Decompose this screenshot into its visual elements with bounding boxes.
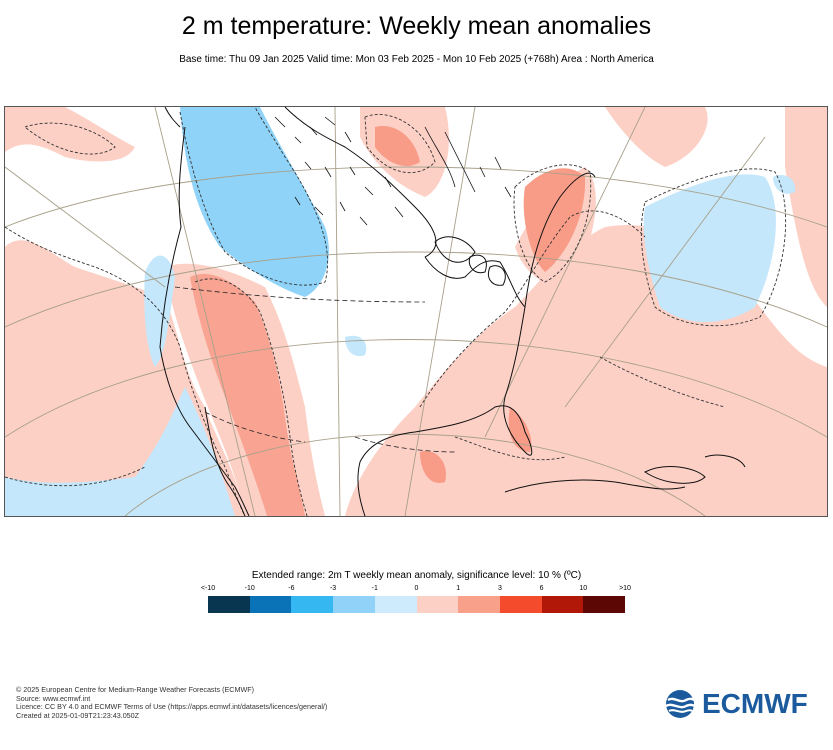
licence-text: Licence: CC BY 4.0 and ECMWF Terms of Us… — [16, 702, 328, 712]
legend-tick: -3 — [329, 585, 337, 592]
legend-tick: <-10 — [200, 585, 216, 592]
legend-tick: -10 — [244, 585, 255, 592]
legend-swatch — [374, 596, 417, 613]
legend-swatch — [333, 596, 375, 613]
graticule — [5, 107, 827, 516]
legend-colorbar — [208, 596, 626, 613]
ecmwf-wordmark: ECMWF — [702, 688, 808, 719]
legend-ticks: <-10 -10 -6 -3 -1 0 1 3 6 10 >10 — [201, 585, 631, 595]
anomaly-map — [4, 106, 828, 517]
legend-tick: -6 — [288, 585, 295, 592]
map-title: 2 m temperature: Weekly mean anomalies — [181, 12, 652, 40]
warm-anomaly-mid — [190, 126, 586, 516]
legend-swatch — [541, 596, 584, 613]
coastlines — [159, 107, 746, 516]
source-text: Source: www.ecmwf.int — [16, 693, 91, 703]
legend-tick: >10 — [619, 585, 631, 592]
map-canvas — [5, 107, 827, 516]
legend-swatch — [458, 596, 500, 613]
ecmwf-logo: ECMWF — [662, 688, 822, 720]
ecmwf-logo-icon — [665, 690, 696, 718]
created-text: Created at 2025-01-09T21:23:43.050Z — [16, 710, 140, 720]
interior-borders — [174, 286, 456, 453]
map-subtitle: Base time: Thu 09 Jan 2025 Valid time: M… — [179, 54, 654, 65]
cold-anomaly-shading — [5, 107, 796, 516]
legend-tick: 0 — [414, 585, 419, 592]
legend-tick: -1 — [371, 585, 378, 592]
legend-title: Extended range: 2m T weekly mean anomaly… — [251, 570, 582, 581]
legend-swatch — [583, 596, 626, 613]
arctic-islands — [274, 116, 512, 226]
legend-swatch — [416, 596, 459, 613]
footer-credits: © 2025 European Centre for Medium-Range … — [16, 685, 328, 720]
legend-tick: 10 — [579, 585, 588, 592]
legend-swatch — [499, 596, 542, 613]
copyright-text: © 2025 European Centre for Medium-Range … — [16, 685, 255, 694]
legend-swatch — [249, 596, 292, 613]
legend-swatch — [208, 596, 250, 613]
legend-tick: 1 — [456, 585, 461, 592]
legend-tick: 6 — [539, 585, 544, 592]
legend-swatch — [291, 596, 334, 613]
legend-tick: 3 — [497, 585, 502, 592]
